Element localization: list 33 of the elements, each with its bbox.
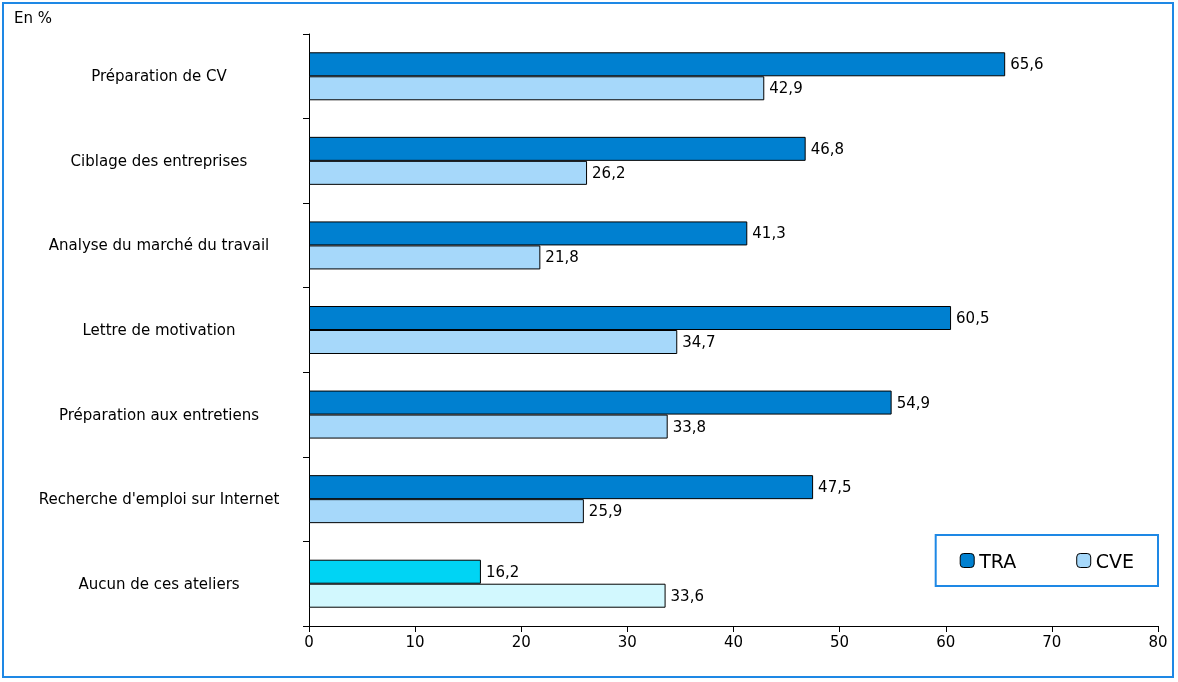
y-tick-label: Recherche d'emploi sur Internet	[38, 490, 280, 509]
x-tick-label: 50	[830, 632, 850, 651]
data-label: 25,9	[588, 502, 623, 521]
data-label: 46,8	[810, 139, 845, 158]
data-label: 47,5	[818, 478, 852, 497]
x-tick-label: 0	[304, 632, 314, 651]
legend-label: CVE	[1095, 549, 1135, 572]
data-label: 33,8	[672, 417, 707, 436]
data-label: 60,5	[956, 309, 990, 327]
x-tick-label: 40	[723, 632, 744, 651]
y-tick-label: Ciblage des entreprises	[70, 151, 248, 170]
x-tick-label: 30	[617, 632, 637, 651]
y-tick-label: Aucun de ces ateliers	[78, 574, 240, 593]
data-label: 42,9	[769, 79, 803, 98]
y-tick-label: Analyse du marché du travail	[48, 236, 270, 255]
legend-label: TRA	[978, 549, 1017, 572]
data-label: 54,9	[896, 393, 931, 412]
x-tick-label: 80	[1148, 632, 1168, 651]
data-label: 26,2	[592, 163, 626, 182]
x-tick-label: 70	[1042, 632, 1062, 651]
data-label: 34,7	[682, 333, 716, 351]
data-label: 16,2	[485, 562, 520, 581]
x-tick-label: 20	[511, 632, 531, 651]
y-tick-label: Lettre de motivation	[82, 321, 236, 339]
y-tick-label: Préparation de CV	[91, 67, 228, 86]
data-label: 21,8	[545, 248, 579, 267]
data-label: 65,6	[1010, 55, 1044, 74]
y-tick-label: Préparation aux entretiens	[58, 405, 260, 424]
data-label: 41,3	[752, 224, 786, 243]
text: En %	[14, 8, 53, 27]
x-tick-label: 10	[405, 632, 425, 651]
x-tick-label: 60	[936, 632, 956, 651]
data-label: 33,6	[670, 586, 704, 605]
